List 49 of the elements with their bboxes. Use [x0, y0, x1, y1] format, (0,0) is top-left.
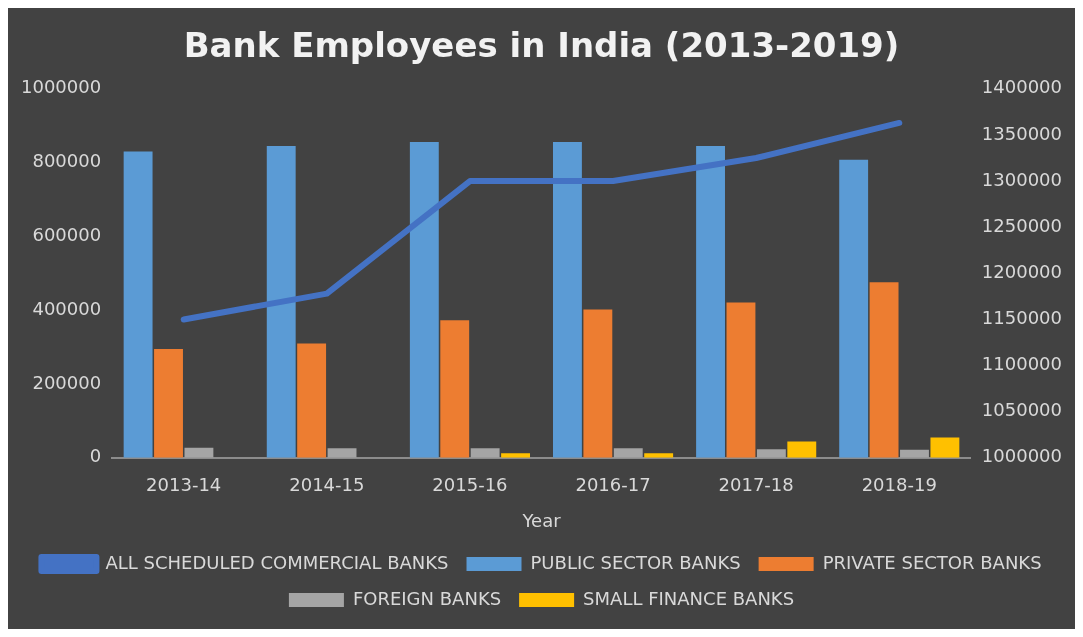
- bar: [583, 309, 613, 458]
- y2-tick-label: 1250000: [981, 214, 1063, 236]
- x-axis-title: Year: [521, 509, 562, 531]
- x-tick-label: 2017-18: [718, 474, 794, 496]
- y2-tick-label: 1100000: [981, 353, 1063, 375]
- y2-tick-label: 1000000: [981, 445, 1063, 467]
- y2-tick-label: 1350000: [981, 122, 1063, 144]
- bar: [470, 448, 500, 458]
- legend-label: PUBLIC SECTOR BANKS: [530, 551, 741, 573]
- bar: [930, 437, 960, 458]
- legend-label: ALL SCHEDULED COMMERCIAL BANKS: [105, 551, 449, 573]
- bar: [154, 348, 183, 458]
- y-tick-label: 600000: [32, 224, 102, 246]
- bar: [756, 449, 786, 458]
- y2-tick-label: 1200000: [981, 260, 1063, 282]
- bar: [839, 159, 869, 458]
- y2-tick-label: 1050000: [981, 399, 1063, 421]
- y2-tick-label: 1300000: [981, 168, 1063, 190]
- bar: [327, 448, 357, 458]
- y2-tick-label: 1400000: [981, 76, 1063, 98]
- legend-label: FOREIGN BANKS: [352, 587, 502, 609]
- bar: [501, 453, 531, 458]
- legend-label: PRIVATE SECTOR BANKS: [822, 551, 1042, 573]
- bar: [726, 302, 756, 458]
- x-tick-label: 2016-17: [575, 474, 651, 496]
- bar: [123, 151, 153, 458]
- bar: [297, 343, 327, 458]
- bar: [696, 146, 725, 458]
- bar: [869, 282, 899, 458]
- bar: [787, 441, 817, 458]
- y2-tick-label: 1150000: [981, 307, 1063, 329]
- bar: [440, 320, 470, 458]
- y-tick-label: 1000000: [20, 76, 102, 98]
- legend-label: SMALL FINANCE BANKS: [583, 587, 795, 609]
- bar: [552, 141, 582, 458]
- x-tick-label: 2015-16: [432, 474, 508, 496]
- y-tick-label: 200000: [32, 371, 102, 393]
- x-tick-label: 2014-15: [289, 474, 365, 496]
- chart-title: Bank Employees in India (2013-2019): [183, 25, 900, 66]
- y-tick-label: 0: [89, 445, 102, 467]
- y-tick-label: 800000: [32, 150, 102, 172]
- bar: [613, 448, 643, 458]
- bar: [266, 146, 296, 458]
- y-tick-label: 400000: [32, 297, 102, 319]
- bar: [644, 453, 674, 458]
- x-tick-label: 2013-14: [146, 474, 222, 496]
- bar: [184, 447, 214, 458]
- x-tick-label: 2018-19: [861, 474, 937, 496]
- bar: [409, 141, 439, 458]
